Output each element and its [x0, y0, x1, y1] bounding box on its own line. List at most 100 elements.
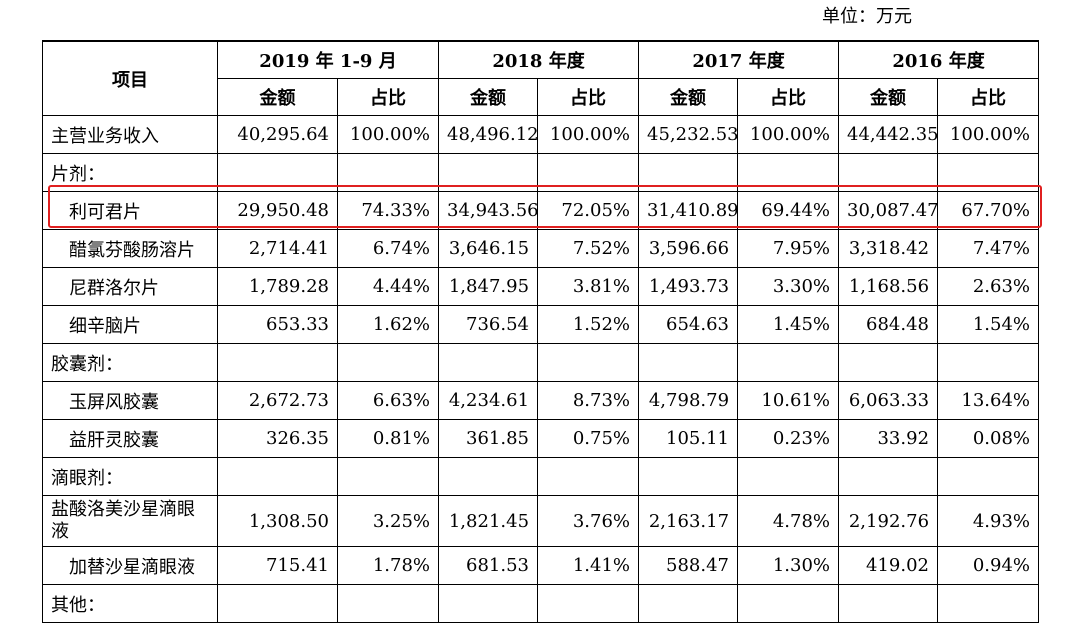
ratio-cell — [336, 343, 440, 382]
ratio-cell: 100.00% — [737, 115, 840, 154]
ratio-cell: 1.52% — [537, 305, 640, 344]
category-label: 胶囊剂： — [42, 343, 218, 382]
table-row: 加替沙星滴眼液 715.41 1.78% 681.53 1.41% 588.47 1.30%… — [42, 546, 1040, 585]
amount-cell: 361.85 — [438, 419, 539, 458]
ratio-cell — [737, 584, 840, 623]
amount-cell: 653.33 — [217, 305, 338, 344]
ratio-cell: 0.81% — [336, 419, 440, 458]
category-label: 其他： — [42, 584, 218, 623]
category-label: 片剂： — [42, 153, 218, 192]
table-row: 利可君片 29,950.48 74.33% 34,943.56 72.05% 31,410… — [42, 191, 1040, 230]
header-ratio: 占比 — [737, 78, 840, 116]
table-row: 益肝灵胶囊 326.35 0.81% 361.85 0.75% 105.11 0.23% 33… — [42, 419, 1040, 458]
amount-cell: 419.02 — [838, 546, 939, 585]
ratio-cell — [737, 457, 840, 496]
ratio-cell: 4.93% — [937, 495, 1040, 547]
amount-cell: 4,798.79 — [638, 381, 739, 420]
table-row: 尼群洛尔片 1,789.28 4.44% 1,847.95 3.81% 1,493.73 3… — [42, 267, 1040, 306]
header-item: 项目 — [42, 40, 218, 116]
ratio-cell: 3.76% — [537, 495, 640, 547]
ratio-cell — [937, 153, 1040, 192]
table-row: 细辛脑片 653.33 1.62% 736.54 1.52% 654.63 1.45% 684… — [42, 305, 1040, 344]
amount-cell: 45,232.53 — [638, 115, 739, 154]
amount-cell — [438, 153, 539, 192]
ratio-cell: 13.64% — [937, 381, 1040, 420]
ratio-cell: 7.47% — [937, 229, 1040, 268]
ratio-cell: 4.78% — [737, 495, 840, 547]
amount-cell — [217, 343, 338, 382]
amount-cell: 736.54 — [438, 305, 539, 344]
header-ratio: 占比 — [336, 78, 440, 116]
category-label: 滴眼剂： — [42, 457, 218, 496]
ratio-cell — [737, 153, 840, 192]
ratio-cell: 10.61% — [737, 381, 840, 420]
ratio-cell: 74.33% — [336, 191, 440, 230]
amount-cell: 2,192.76 — [838, 495, 939, 547]
amount-cell: 1,168.56 — [838, 267, 939, 306]
revenue-table: 项目 2019 年 1-9 月 2018 年度 2017 年度 2016 年度 … — [42, 40, 1040, 623]
amount-cell — [638, 584, 739, 623]
ratio-cell — [336, 457, 440, 496]
amount-cell — [838, 153, 939, 192]
ratio-cell — [537, 153, 640, 192]
amount-cell — [838, 343, 939, 382]
ratio-cell: 69.44% — [737, 191, 840, 230]
amount-cell: 3,318.42 — [838, 229, 939, 268]
ratio-cell: 1.54% — [937, 305, 1040, 344]
ratio-cell: 100.00% — [336, 115, 440, 154]
amount-cell: 40,295.64 — [217, 115, 338, 154]
header-amount: 金额 — [838, 78, 939, 116]
row-label: 细辛脑片 — [42, 305, 218, 344]
amount-cell: 30,087.47 — [838, 191, 939, 230]
ratio-cell: 1.41% — [537, 546, 640, 585]
amount-cell: 654.63 — [638, 305, 739, 344]
ratio-cell — [937, 457, 1040, 496]
amount-cell: 3,646.15 — [438, 229, 539, 268]
amount-cell: 1,847.95 — [438, 267, 539, 306]
row-label: 盐酸洛美沙星滴眼液 — [42, 495, 218, 547]
ratio-cell: 1.45% — [737, 305, 840, 344]
amount-cell — [838, 457, 939, 496]
table-row: 盐酸洛美沙星滴眼液 1,308.50 3.25% 1,821.45 3.76% 2,163… — [42, 495, 1040, 547]
header-row-periods: 项目 2019 年 1-9 月 2018 年度 2017 年度 2016 年度 — [42, 40, 1040, 116]
ratio-cell: 7.52% — [537, 229, 640, 268]
table-row: 玉屏风胶囊 2,672.73 6.63% 4,234.61 8.73% 4,798.79 1… — [42, 381, 1040, 420]
ratio-cell: 3.25% — [336, 495, 440, 547]
amount-cell — [638, 343, 739, 382]
row-label: 主营业务收入 — [42, 115, 218, 154]
ratio-cell: 1.62% — [336, 305, 440, 344]
ratio-cell — [336, 584, 440, 623]
ratio-cell: 3.30% — [737, 267, 840, 306]
ratio-cell: 100.00% — [937, 115, 1040, 154]
row-label: 利可君片 — [42, 191, 218, 230]
amount-cell: 1,493.73 — [638, 267, 739, 306]
header-period: 2019 年 1-9 月 — [216, 40, 440, 79]
category-row: 其他： — [42, 584, 1040, 623]
amount-cell — [217, 457, 338, 496]
ratio-cell: 67.70% — [937, 191, 1040, 230]
amount-cell: 1,789.28 — [217, 267, 338, 306]
ratio-cell: 3.81% — [537, 267, 640, 306]
header-period: 2016 年度 — [838, 40, 1040, 79]
header-ratio: 占比 — [537, 78, 640, 116]
amount-cell: 326.35 — [217, 419, 338, 458]
amount-cell — [638, 153, 739, 192]
amount-cell: 2,714.41 — [217, 229, 338, 268]
table-row: 醋氯芬酸肠溶片 2,714.41 6.74% 3,646.15 7.52% 3,596.6… — [42, 229, 1040, 268]
ratio-cell: 0.08% — [937, 419, 1040, 458]
ratio-cell: 7.95% — [737, 229, 840, 268]
header-period: 2018 年度 — [438, 40, 640, 79]
ratio-cell — [537, 457, 640, 496]
header-amount: 金额 — [638, 78, 739, 116]
row-label: 醋氯芬酸肠溶片 — [42, 229, 218, 268]
amount-cell: 48,496.12 — [438, 115, 539, 154]
ratio-cell: 0.75% — [537, 419, 640, 458]
amount-cell: 715.41 — [217, 546, 338, 585]
amount-cell: 6,063.33 — [838, 381, 939, 420]
amount-cell: 3,596.66 — [638, 229, 739, 268]
row-label: 益肝灵胶囊 — [42, 419, 218, 458]
amount-cell: 588.47 — [638, 546, 739, 585]
ratio-cell: 6.74% — [336, 229, 440, 268]
ratio-cell: 0.23% — [737, 419, 840, 458]
ratio-cell: 4.44% — [336, 267, 440, 306]
